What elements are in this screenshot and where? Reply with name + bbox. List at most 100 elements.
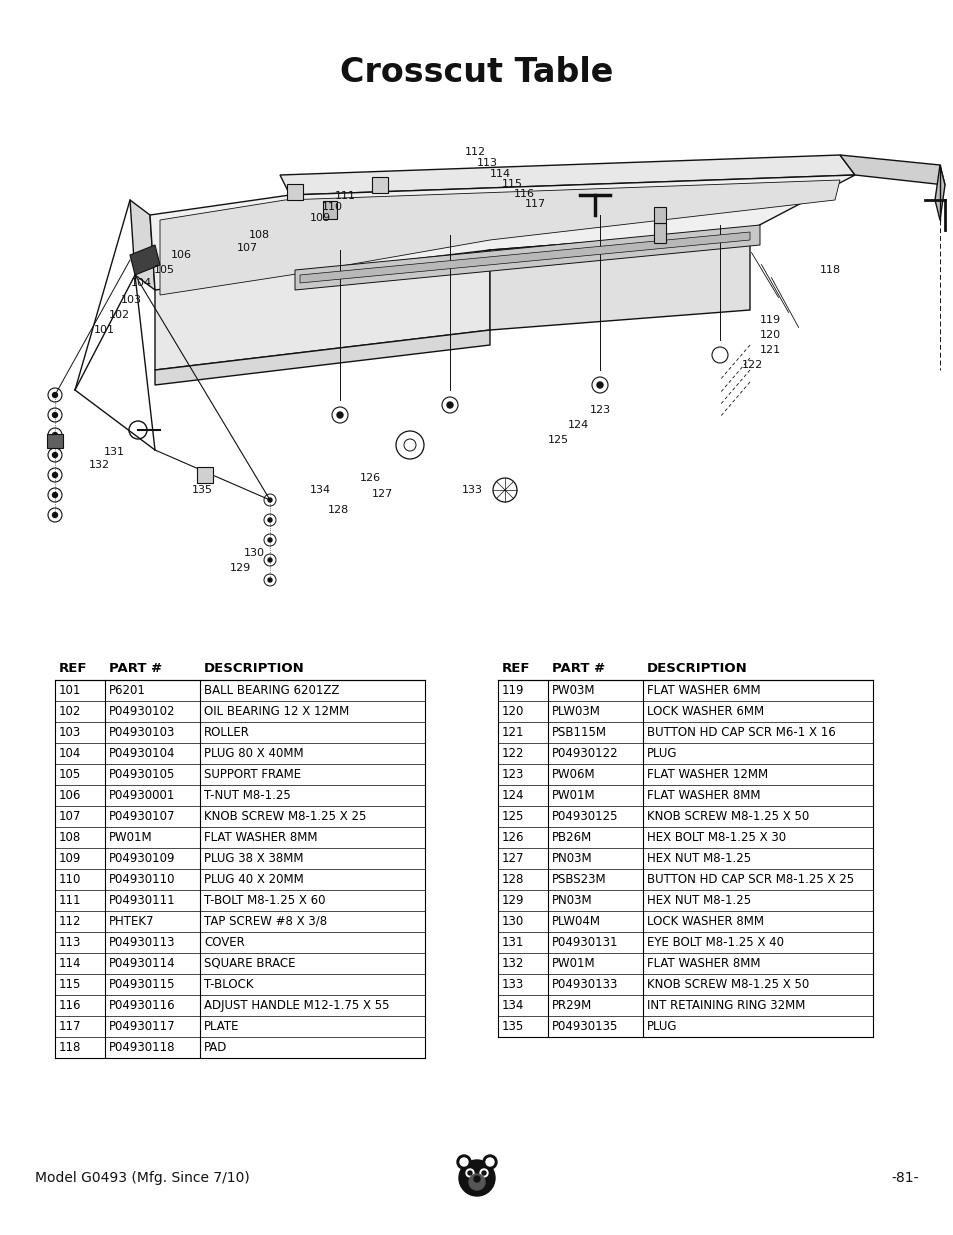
Circle shape bbox=[465, 1170, 474, 1177]
Text: COVER: COVER bbox=[204, 936, 245, 948]
Text: T-BLOCK: T-BLOCK bbox=[204, 978, 253, 990]
Text: 112: 112 bbox=[464, 147, 486, 157]
Text: SUPPORT FRAME: SUPPORT FRAME bbox=[204, 768, 301, 781]
Text: 107: 107 bbox=[236, 243, 257, 253]
Circle shape bbox=[458, 1160, 495, 1195]
Circle shape bbox=[597, 382, 602, 388]
Text: PW01M: PW01M bbox=[552, 957, 595, 969]
Text: PLATE: PLATE bbox=[204, 1020, 239, 1032]
Circle shape bbox=[268, 558, 272, 562]
Text: 125: 125 bbox=[501, 810, 524, 823]
Text: 115: 115 bbox=[59, 978, 81, 990]
Text: HEX NUT M8-1.25: HEX NUT M8-1.25 bbox=[646, 894, 750, 906]
Text: 128: 128 bbox=[328, 505, 349, 515]
Circle shape bbox=[52, 393, 57, 398]
Text: 110: 110 bbox=[322, 203, 343, 212]
Text: PW03M: PW03M bbox=[552, 684, 595, 697]
Text: HEX BOLT M8-1.25 X 30: HEX BOLT M8-1.25 X 30 bbox=[646, 831, 785, 844]
Circle shape bbox=[482, 1155, 497, 1170]
Bar bbox=[287, 184, 303, 200]
Polygon shape bbox=[130, 200, 154, 290]
Text: 123: 123 bbox=[589, 405, 611, 415]
Text: PHTEK7: PHTEK7 bbox=[109, 915, 154, 927]
Text: 108: 108 bbox=[249, 230, 270, 240]
Text: 105: 105 bbox=[59, 768, 81, 781]
Text: P04930110: P04930110 bbox=[109, 873, 175, 885]
Text: 131: 131 bbox=[501, 936, 524, 948]
Text: FLAT WASHER 8MM: FLAT WASHER 8MM bbox=[646, 957, 760, 969]
Text: 101: 101 bbox=[59, 684, 81, 697]
Text: PW06M: PW06M bbox=[552, 768, 595, 781]
Polygon shape bbox=[154, 249, 490, 370]
Text: P04930113: P04930113 bbox=[109, 936, 175, 948]
Text: LOCK WASHER 6MM: LOCK WASHER 6MM bbox=[646, 705, 763, 718]
Text: 102: 102 bbox=[109, 310, 130, 320]
Text: 131: 131 bbox=[104, 447, 125, 457]
Text: 122: 122 bbox=[741, 359, 762, 370]
Text: P04930107: P04930107 bbox=[109, 810, 175, 823]
Text: 108: 108 bbox=[59, 831, 81, 844]
Text: T-NUT M8-1.25: T-NUT M8-1.25 bbox=[204, 789, 291, 802]
Text: 128: 128 bbox=[501, 873, 524, 885]
Text: P04930102: P04930102 bbox=[109, 705, 175, 718]
Text: P04930105: P04930105 bbox=[109, 768, 175, 781]
Text: 111: 111 bbox=[335, 191, 355, 201]
Text: PSBS23M: PSBS23M bbox=[552, 873, 606, 885]
Text: 101: 101 bbox=[94, 325, 115, 335]
Text: 117: 117 bbox=[59, 1020, 81, 1032]
Text: 111: 111 bbox=[59, 894, 81, 906]
Polygon shape bbox=[299, 232, 749, 283]
Text: 109: 109 bbox=[310, 212, 331, 224]
Text: 135: 135 bbox=[501, 1020, 524, 1032]
Text: 114: 114 bbox=[490, 169, 511, 179]
Text: FLAT WASHER 8MM: FLAT WASHER 8MM bbox=[204, 831, 317, 844]
Text: 116: 116 bbox=[514, 189, 535, 199]
Text: 129: 129 bbox=[501, 894, 524, 906]
Text: 126: 126 bbox=[359, 473, 381, 483]
Text: SQUARE BRACE: SQUARE BRACE bbox=[204, 957, 295, 969]
Circle shape bbox=[485, 1158, 494, 1166]
Text: 134: 134 bbox=[501, 999, 524, 1011]
Text: 133: 133 bbox=[461, 485, 482, 495]
Circle shape bbox=[468, 1171, 472, 1174]
Text: BUTTON HD CAP SCR M6-1 X 16: BUTTON HD CAP SCR M6-1 X 16 bbox=[646, 726, 835, 739]
Text: 115: 115 bbox=[501, 179, 522, 189]
Text: KNOB SCREW M8-1.25 X 25: KNOB SCREW M8-1.25 X 25 bbox=[204, 810, 366, 823]
Text: 103: 103 bbox=[59, 726, 81, 739]
Bar bbox=[654, 224, 665, 243]
Text: 119: 119 bbox=[760, 315, 781, 325]
Text: 118: 118 bbox=[59, 1041, 81, 1053]
Text: 117: 117 bbox=[524, 199, 545, 209]
Text: 135: 135 bbox=[192, 485, 213, 495]
Text: PLW04M: PLW04M bbox=[552, 915, 600, 927]
Text: PW01M: PW01M bbox=[552, 789, 595, 802]
Text: 114: 114 bbox=[59, 957, 81, 969]
Text: DESCRIPTION: DESCRIPTION bbox=[204, 662, 304, 676]
Text: ROLLER: ROLLER bbox=[204, 726, 250, 739]
Text: REF: REF bbox=[59, 662, 88, 676]
Text: 125: 125 bbox=[547, 435, 569, 445]
Text: BUTTON HD CAP SCR M8-1.25 X 25: BUTTON HD CAP SCR M8-1.25 X 25 bbox=[646, 873, 853, 885]
Text: P04930116: P04930116 bbox=[109, 999, 175, 1011]
Text: P04930114: P04930114 bbox=[109, 957, 175, 969]
Text: BALL BEARING 6201ZZ: BALL BEARING 6201ZZ bbox=[204, 684, 339, 697]
Polygon shape bbox=[150, 175, 854, 290]
Text: PAD: PAD bbox=[204, 1041, 227, 1053]
Text: P04930103: P04930103 bbox=[109, 726, 175, 739]
Text: FLAT WASHER 8MM: FLAT WASHER 8MM bbox=[646, 789, 760, 802]
Text: 105: 105 bbox=[153, 266, 174, 275]
Text: Model G0493 (Mfg. Since 7/10): Model G0493 (Mfg. Since 7/10) bbox=[35, 1171, 250, 1186]
Text: P6201: P6201 bbox=[109, 684, 146, 697]
Text: PR29M: PR29M bbox=[552, 999, 592, 1011]
Circle shape bbox=[469, 1174, 484, 1191]
Text: KNOB SCREW M8-1.25 X 50: KNOB SCREW M8-1.25 X 50 bbox=[646, 978, 808, 990]
Text: Crosscut Table: Crosscut Table bbox=[340, 56, 613, 89]
Text: 112: 112 bbox=[59, 915, 81, 927]
Text: 129: 129 bbox=[230, 563, 251, 573]
Bar bbox=[196, 467, 213, 483]
Text: 119: 119 bbox=[501, 684, 524, 697]
Text: 109: 109 bbox=[59, 852, 81, 864]
Text: -81-: -81- bbox=[890, 1171, 918, 1186]
Circle shape bbox=[52, 493, 57, 498]
Text: 127: 127 bbox=[372, 489, 393, 499]
